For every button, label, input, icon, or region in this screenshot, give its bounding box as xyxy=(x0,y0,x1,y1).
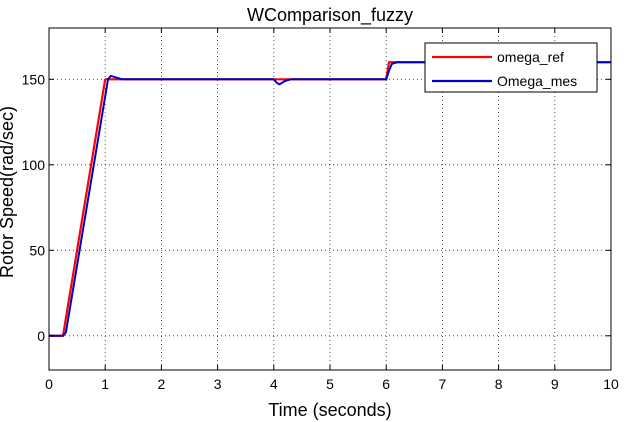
legend: omega_ref Omega_mes xyxy=(424,42,598,93)
y-tick-label: 0 xyxy=(37,328,45,344)
x-tick-label: 7 xyxy=(439,376,447,392)
legend-label-omega-mes: Omega_mes xyxy=(497,73,577,89)
x-tick-label: 10 xyxy=(603,376,619,392)
x-tick-label: 0 xyxy=(45,376,53,392)
y-tick-label: 150 xyxy=(22,71,46,87)
x-tick-label: 5 xyxy=(326,376,334,392)
legend-label-omega-ref: omega_ref xyxy=(497,49,564,65)
legend-box xyxy=(424,42,598,93)
x-tick-label: 1 xyxy=(101,376,109,392)
x-tick-label: 9 xyxy=(551,376,559,392)
x-tick-label: 6 xyxy=(382,376,390,392)
y-tick-label: 50 xyxy=(29,242,45,258)
series-layer xyxy=(49,61,611,337)
chart-title: WComparison_fuzzy xyxy=(247,5,413,26)
y-axis-title: Rotor Speed(rad/sec) xyxy=(0,106,17,278)
y-tick-label: 100 xyxy=(22,157,46,173)
series-line-omega-mes xyxy=(49,61,611,337)
x-tick-label: 4 xyxy=(270,376,278,392)
x-tick-label: 3 xyxy=(214,376,222,392)
x-axis-title: Time (seconds) xyxy=(268,400,391,420)
x-tick-label: 8 xyxy=(495,376,503,392)
x-tick-label: 2 xyxy=(158,376,166,392)
